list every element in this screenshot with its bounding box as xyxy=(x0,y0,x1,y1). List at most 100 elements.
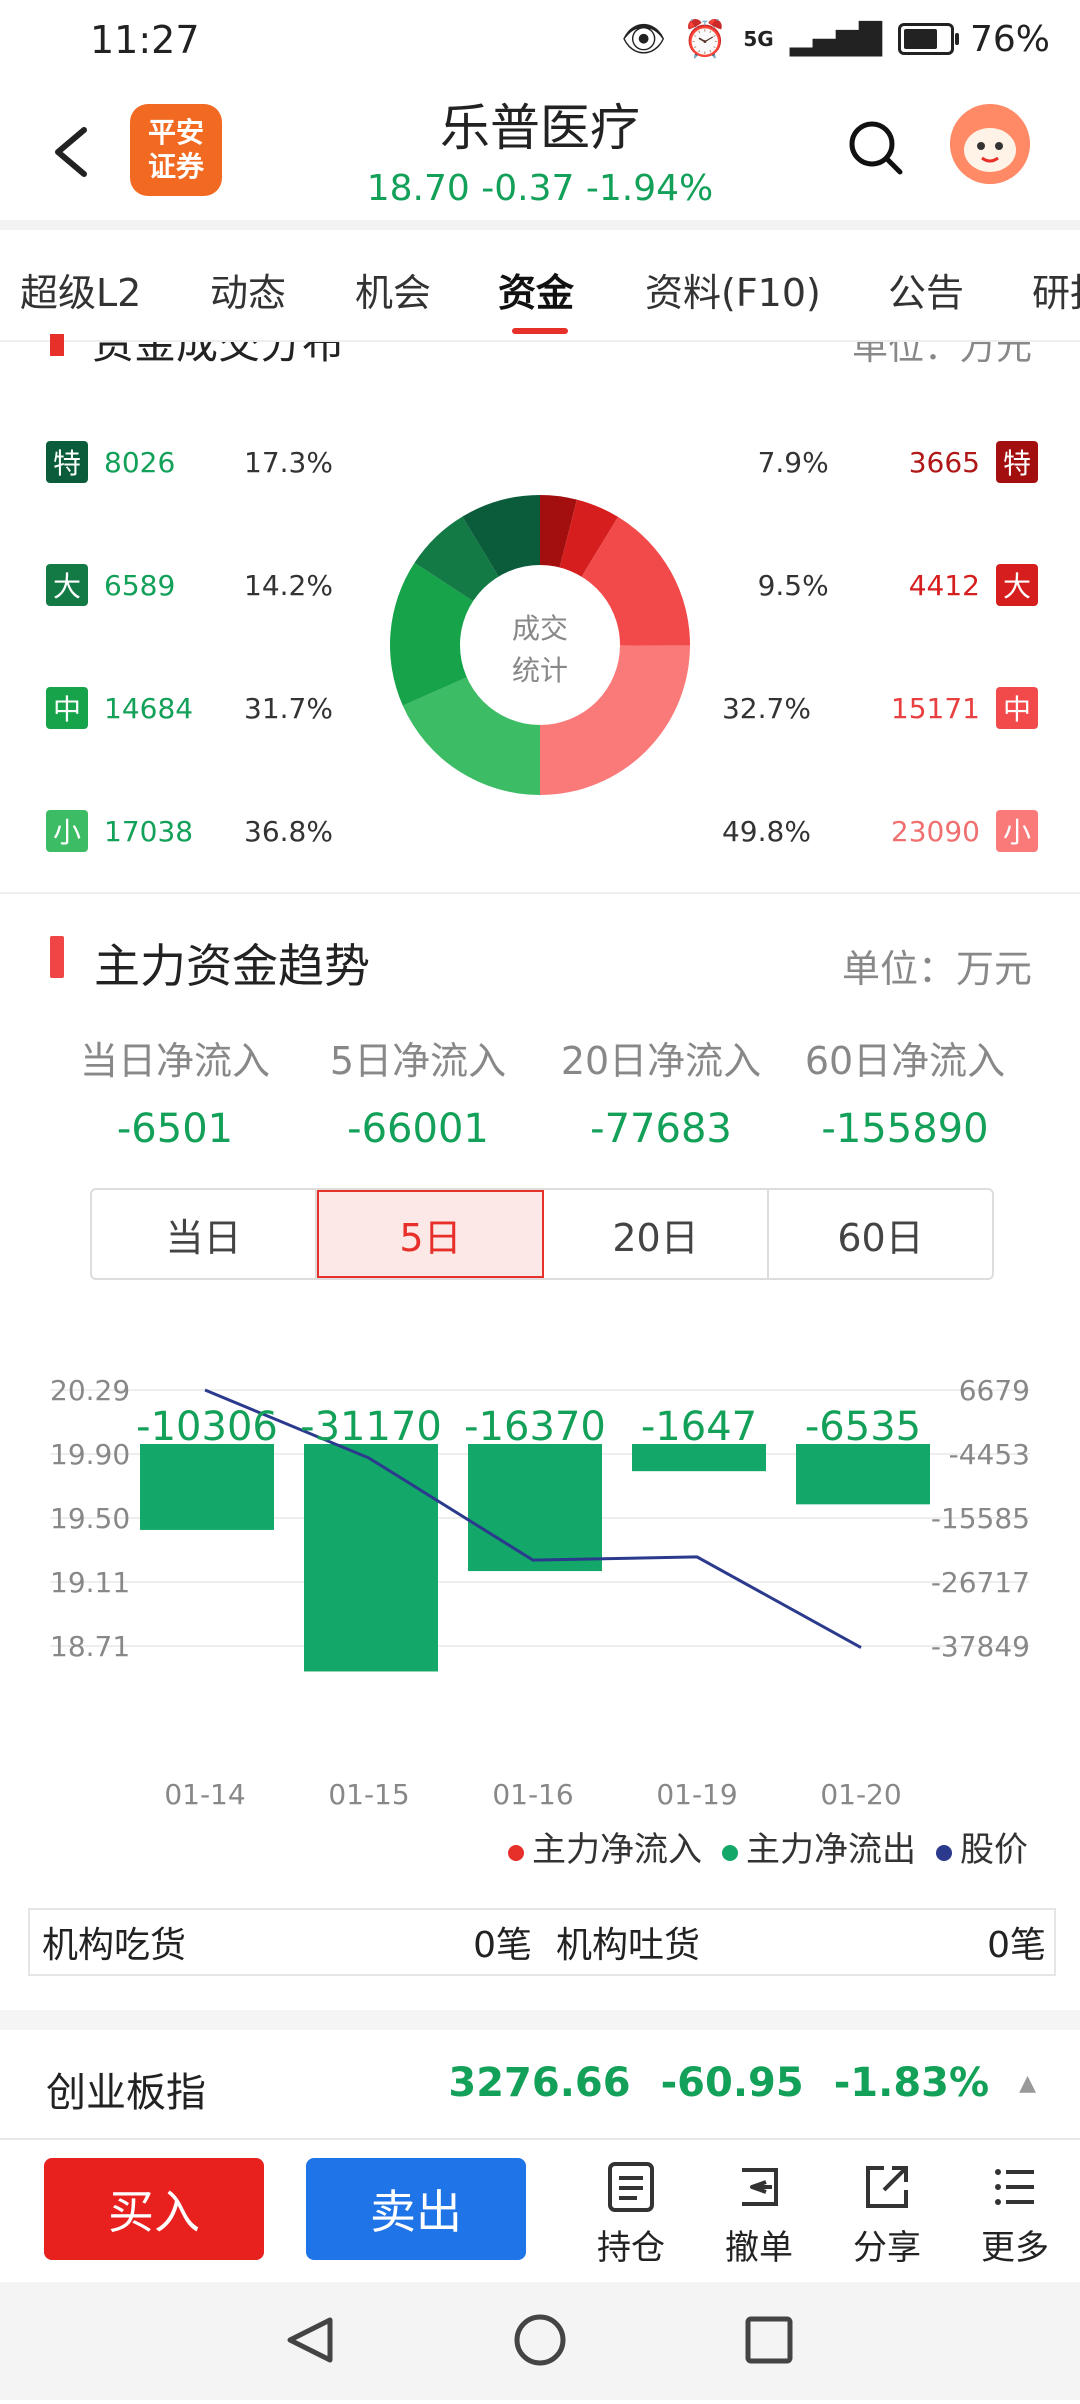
logo-line2: 证券 xyxy=(147,150,204,183)
period-5d[interactable]: 5日 xyxy=(317,1190,544,1278)
tab-funds[interactable]: 资金 xyxy=(498,271,575,315)
flow-value-today: -6501 xyxy=(116,1106,234,1152)
search-icon xyxy=(849,121,903,175)
more-button[interactable]: 更多 xyxy=(960,2160,1070,2269)
outflow-row-large: 大 6589 14.2% xyxy=(46,560,333,610)
stock-price: 18.70 xyxy=(366,168,470,209)
tab-research[interactable]: 研报 xyxy=(1032,271,1080,315)
x-tick: 01-20 xyxy=(820,1778,901,1811)
outflow-bar xyxy=(304,1444,438,1672)
outflow-value: 14684 xyxy=(104,691,194,725)
trend-title: 主力资金趋势 xyxy=(94,939,370,993)
search-button[interactable] xyxy=(846,118,906,178)
distribution-title: 资金成交分布 xyxy=(92,319,345,368)
index-quote[interactable]: 3276.66 -60.95 -1.83% ▲ xyxy=(448,2060,1036,2106)
share-button[interactable]: 分享 xyxy=(832,2160,942,2269)
alarm-icon: ⏰ xyxy=(682,19,728,60)
signal-bars-icon: ▂▄▆█ xyxy=(789,21,882,57)
avatar[interactable] xyxy=(950,104,1030,184)
position-button[interactable]: 持仓 xyxy=(576,2160,686,2269)
outflow-row-medium: 中 14684 31.7% xyxy=(46,683,333,733)
outflow-row-super: 特 8026 17.3% xyxy=(46,437,333,487)
stock-change-pct: -1.94% xyxy=(585,168,714,209)
flow-label-5d: 5日净流入 xyxy=(329,1039,507,1083)
tag-super: 特 xyxy=(46,441,88,483)
section-marker xyxy=(50,936,64,978)
expand-up-icon[interactable]: ▲ xyxy=(1019,2070,1036,2096)
share-label: 分享 xyxy=(853,2228,921,2268)
trade-distribution-donut: 成交 统计 xyxy=(390,495,690,795)
share-icon xyxy=(866,2166,908,2208)
tabs-border xyxy=(0,340,1080,342)
tag-large: 大 xyxy=(996,564,1038,606)
bar-value-label: -10306 xyxy=(136,1404,278,1450)
broker-logo[interactable]: 平安 证券 xyxy=(130,104,222,196)
signal-icon: 5G xyxy=(743,27,774,51)
outflow-bar xyxy=(632,1444,766,1472)
position-icon xyxy=(608,2162,654,2212)
index-change-pct: -1.83% xyxy=(833,2060,990,2106)
period-20d[interactable]: 20日 xyxy=(544,1190,769,1278)
tab-opportunity[interactable]: 机会 xyxy=(355,271,432,315)
bar-value-label: -1647 xyxy=(641,1404,757,1450)
flow-value-60d: -155890 xyxy=(821,1106,989,1152)
flow-label-today: 当日净流入 xyxy=(79,1039,270,1083)
inflow-value: 4412 xyxy=(908,568,980,602)
section-marker xyxy=(50,334,64,356)
index-separator xyxy=(0,2138,1080,2140)
trend-unit: 单位：万元 xyxy=(841,947,1032,991)
right-tick: -37849 xyxy=(931,1630,1030,1663)
battery-icon xyxy=(897,23,959,55)
flow-label-60d: 60日净流入 xyxy=(804,1039,1006,1083)
inflow-value: 15171 xyxy=(890,691,980,725)
logo-line1: 平安 xyxy=(147,116,204,149)
inflow-pct: 49.8% xyxy=(721,814,811,848)
inst-sell-label: 机构吐货 xyxy=(556,1925,701,1966)
outflow-pct: 17.3% xyxy=(244,445,333,479)
index-name[interactable]: 创业板指 xyxy=(46,2070,206,2116)
bar-value-label: -6535 xyxy=(805,1404,921,1450)
outflow-value: 6589 xyxy=(104,568,176,602)
tab-f10[interactable]: 资料(F10) xyxy=(645,271,821,315)
period-60d[interactable]: 60日 xyxy=(837,1215,924,1260)
outflow-row-small: 小 17038 36.8% xyxy=(46,806,333,856)
tag-large: 大 xyxy=(46,564,88,606)
status-icons: 👁 ⏰ 5G ▂▄▆█ 76% xyxy=(621,18,1050,61)
inflow-pct: 9.5% xyxy=(757,568,829,602)
inflow-value: 23090 xyxy=(890,814,980,848)
tab-l2[interactable]: 超级L2 xyxy=(20,271,142,315)
inflow-row-large: 9.5% 4412 大 xyxy=(720,560,1038,610)
sell-button[interactable]: 卖出 xyxy=(306,2158,526,2260)
tag-small: 小 xyxy=(996,810,1038,852)
tab-news[interactable]: 动态 xyxy=(210,271,287,315)
institution-row: 机构吃货 0笔 机构吐货 0笔 xyxy=(28,1908,1056,1976)
stock-quote: 18.70 -0.37 -1.94% xyxy=(0,168,1080,209)
x-tick: 01-16 xyxy=(492,1778,573,1811)
back-button[interactable] xyxy=(40,112,100,192)
tab-announcement[interactable]: 公告 xyxy=(888,271,965,315)
tag-medium: 中 xyxy=(46,687,88,729)
buy-button[interactable]: 买入 xyxy=(44,2158,264,2260)
cancel-order-button[interactable]: 撤单 xyxy=(704,2160,814,2269)
right-tick: -4453 xyxy=(949,1438,1030,1471)
more-label: 更多 xyxy=(981,2228,1049,2268)
tab-bar: 超级L2 动态 机会 资金 资料(F10) 公告 研报 xyxy=(0,232,1080,342)
period-selector: 当日 5日 20日 60日 xyxy=(90,1188,994,1280)
nav-recents-icon xyxy=(745,2316,793,2364)
price-line xyxy=(204,1388,862,1649)
period-today[interactable]: 当日 xyxy=(92,1190,317,1278)
legend-price: 股价 xyxy=(936,1822,1028,1871)
legend-inflow: 主力净流入 xyxy=(508,1822,702,1871)
section-divider xyxy=(0,892,1080,894)
left-tick: 19.90 xyxy=(50,1438,130,1471)
x-tick: 01-19 xyxy=(656,1778,737,1811)
legend-outflow: 主力净流出 xyxy=(722,1822,916,1871)
position-label: 持仓 xyxy=(597,2228,665,2268)
tag-medium: 中 xyxy=(996,687,1038,729)
more-icon xyxy=(995,2169,1034,2205)
left-tick: 18.71 xyxy=(50,1630,130,1663)
inst-buy-value: 0笔 xyxy=(473,1925,532,1966)
donut-hole xyxy=(460,565,620,725)
outflow-bar xyxy=(468,1444,602,1572)
flow-label-20d: 20日净流入 xyxy=(560,1039,762,1083)
